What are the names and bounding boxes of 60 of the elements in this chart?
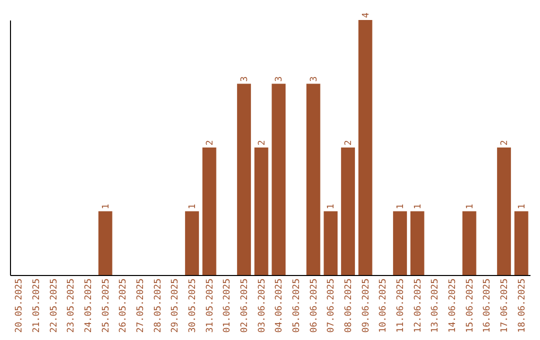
- x-tick-label: 24.05.2025: [84, 278, 94, 333]
- x-tick-label: 20.05.2025: [14, 278, 25, 333]
- x-tick-label: 31.05.2025: [205, 278, 216, 333]
- x-tick-label: 17.06.2025: [500, 278, 510, 333]
- data-label: 4: [361, 12, 372, 18]
- bar: [185, 211, 199, 275]
- x-tick-label: 14.06.2025: [448, 278, 458, 333]
- bar: [272, 84, 286, 275]
- bar: [341, 148, 355, 275]
- x-tick-label: 11.06.2025: [396, 278, 406, 333]
- data-label: 3: [274, 76, 285, 82]
- data-label: 1: [101, 204, 112, 210]
- x-tick-label: 01.06.2025: [222, 278, 233, 333]
- x-tick-label: 16.06.2025: [482, 278, 493, 333]
- data-label: 1: [188, 204, 198, 210]
- data-label: 2: [344, 140, 354, 146]
- x-tick-label: 09.06.2025: [361, 278, 372, 333]
- bar: [462, 211, 476, 275]
- x-tick-label: 12.06.2025: [413, 278, 424, 333]
- x-tick-label: 21.05.2025: [32, 278, 42, 333]
- x-tick-label: 03.06.2025: [257, 278, 268, 333]
- data-label: 2: [257, 140, 268, 146]
- data-label: 1: [396, 204, 406, 210]
- data-label: 1: [413, 204, 424, 210]
- bar: [202, 148, 216, 275]
- data-label: 1: [465, 204, 476, 210]
- x-tick-label: 02.06.2025: [240, 278, 250, 333]
- bar: [237, 84, 251, 275]
- x-tick-label: 28.05.2025: [153, 278, 164, 333]
- data-label: 1: [517, 204, 528, 210]
- data-label: 3: [309, 76, 320, 82]
- x-tick-label: 07.06.2025: [326, 278, 337, 333]
- bar: [98, 211, 112, 275]
- x-tick-label: 05.06.2025: [292, 278, 302, 333]
- x-tick-label: 04.06.2025: [274, 278, 285, 333]
- x-tick-label: 27.05.2025: [136, 278, 146, 333]
- x-tick-label: 15.06.2025: [465, 278, 476, 333]
- x-tick-label: 29.05.2025: [170, 278, 181, 333]
- x-tick-label: 08.06.2025: [344, 278, 354, 333]
- x-tick-label: 26.05.2025: [118, 278, 129, 333]
- x-tick-label: 10.06.2025: [378, 278, 389, 333]
- data-label: 1: [326, 204, 337, 210]
- x-tick-label: 30.05.2025: [188, 278, 198, 333]
- data-label: 2: [205, 140, 216, 146]
- bar: [254, 148, 268, 275]
- x-tick-label: 23.05.2025: [66, 278, 77, 333]
- data-label: 2: [500, 140, 510, 146]
- x-tick-label: 22.05.2025: [49, 278, 60, 333]
- x-tick-label: 18.06.2025: [517, 278, 528, 333]
- bar: [324, 211, 338, 275]
- bar: [514, 211, 528, 275]
- bar: [497, 148, 511, 275]
- x-tick-label: 25.05.2025: [101, 278, 112, 333]
- bar: [358, 20, 372, 275]
- bar: [410, 211, 424, 275]
- x-tick-label: 13.06.2025: [430, 278, 441, 333]
- bar: [306, 84, 320, 275]
- data-label: 3: [240, 76, 250, 82]
- x-tick-label: 06.06.2025: [309, 278, 320, 333]
- bar: [393, 211, 407, 275]
